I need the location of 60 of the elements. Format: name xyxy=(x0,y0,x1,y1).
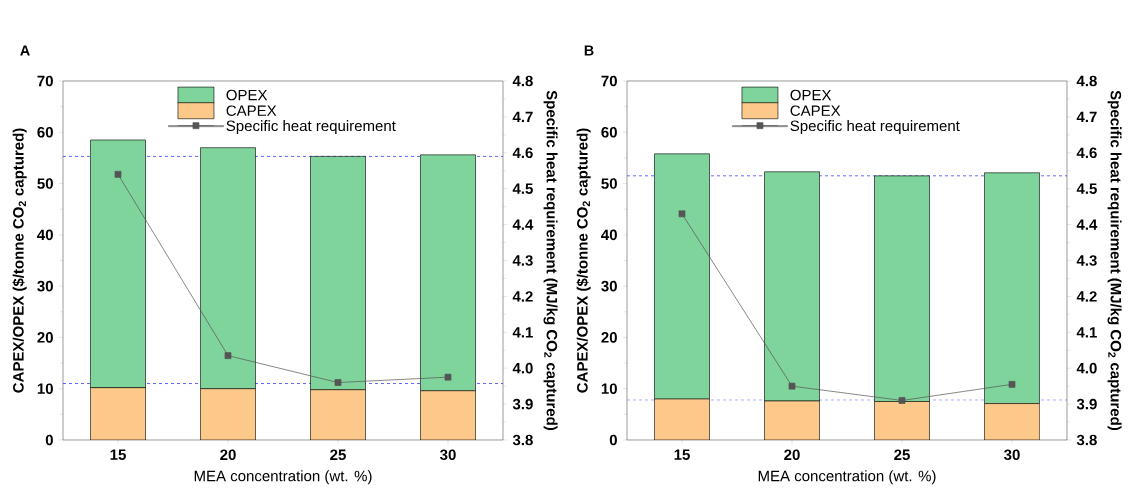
y-tick-label: 70 xyxy=(601,75,617,87)
y-tick-label: 10 xyxy=(37,383,53,395)
y2-tick-label: 4.5 xyxy=(512,183,533,194)
y-tick-label: 70 xyxy=(37,75,53,87)
y-tick-label: 0 xyxy=(609,434,617,446)
x-axis-title: MEA concentration (wt. %) xyxy=(194,470,372,485)
y-tick-label: 50 xyxy=(37,178,53,189)
y2-tick-label: 4.7 xyxy=(1076,111,1097,123)
x-axis-title: MEA concentration (wt. %) xyxy=(758,470,936,485)
y2-tick-label: 4.4 xyxy=(1076,219,1098,230)
y2-tick-label: 3.8 xyxy=(512,434,533,446)
legend-label: Specific heat requirement xyxy=(226,120,396,135)
legend-label: CAPEX xyxy=(790,105,841,116)
y2-tick-label: 4.8 xyxy=(512,75,533,87)
x-tick-label: 30 xyxy=(440,449,456,461)
y-tick-label: 40 xyxy=(601,229,617,241)
x-tick-label: 25 xyxy=(330,449,346,461)
y2-tick-label: 3.8 xyxy=(1076,434,1097,446)
y-axis-title: CAPEX/OPEX ($/tonne CO$_{2}$ captured) xyxy=(12,128,27,393)
y2-tick-label: 4.0 xyxy=(512,362,533,374)
y-axis-title: CAPEX/OPEX ($/tonne CO$_{2}$ captured) xyxy=(576,128,591,393)
x-tick-label: 15 xyxy=(674,449,690,460)
x-tick-label: 30 xyxy=(1004,449,1020,461)
legend-label: OPEX xyxy=(790,89,832,101)
y-tick-label: 30 xyxy=(601,280,617,292)
y2-axis-title: Specific heat requirement (MJ/kg CO$_{2}$ captured) xyxy=(1107,90,1122,431)
y-tick-label: 50 xyxy=(601,178,617,189)
y2-tick-label: 4.5 xyxy=(1076,183,1097,194)
y2-tick-label: 4.3 xyxy=(512,255,533,266)
x-tick-label: 20 xyxy=(220,449,236,461)
legend-label: Specific heat requirement xyxy=(790,120,960,135)
chart-title: A xyxy=(20,45,30,56)
x-tick-label: 20 xyxy=(784,449,800,461)
legend-label: OPEX xyxy=(226,89,268,101)
y2-tick-label: 4.8 xyxy=(1076,75,1097,87)
y-tick-label: 0 xyxy=(45,434,53,446)
chart-title: B xyxy=(584,45,594,56)
y2-tick-label: 4.6 xyxy=(1076,147,1097,159)
y2-tick-label: 4.2 xyxy=(1076,291,1097,302)
y2-tick-label: 3.9 xyxy=(1076,398,1097,410)
legend-label: CAPEX xyxy=(226,105,277,116)
y-tick-label: 10 xyxy=(601,383,617,395)
y2-tick-label: 4.3 xyxy=(1076,255,1097,266)
y2-tick-label: 3.9 xyxy=(512,398,533,410)
y2-tick-label: 4.2 xyxy=(512,291,533,302)
y-tick-label: 60 xyxy=(37,126,53,138)
x-tick-label: 25 xyxy=(894,449,910,461)
y2-axis-title: Specific heat requirement (MJ/kg CO$_{2}$ captured) xyxy=(543,90,558,431)
x-tick-label: 15 xyxy=(110,449,126,460)
y-tick-label: 20 xyxy=(37,332,53,343)
y-tick-label: 30 xyxy=(37,280,53,292)
y-tick-label: 60 xyxy=(601,126,617,138)
y2-tick-label: 4.0 xyxy=(1076,362,1097,374)
y2-tick-label: 4.1 xyxy=(1076,327,1097,338)
y2-tick-label: 4.7 xyxy=(512,111,533,123)
y2-tick-label: 4.4 xyxy=(512,219,534,230)
y-tick-label: 40 xyxy=(37,229,53,241)
y2-tick-label: 4.1 xyxy=(512,327,533,338)
y2-tick-label: 4.6 xyxy=(512,147,533,159)
y-tick-label: 20 xyxy=(601,332,617,343)
